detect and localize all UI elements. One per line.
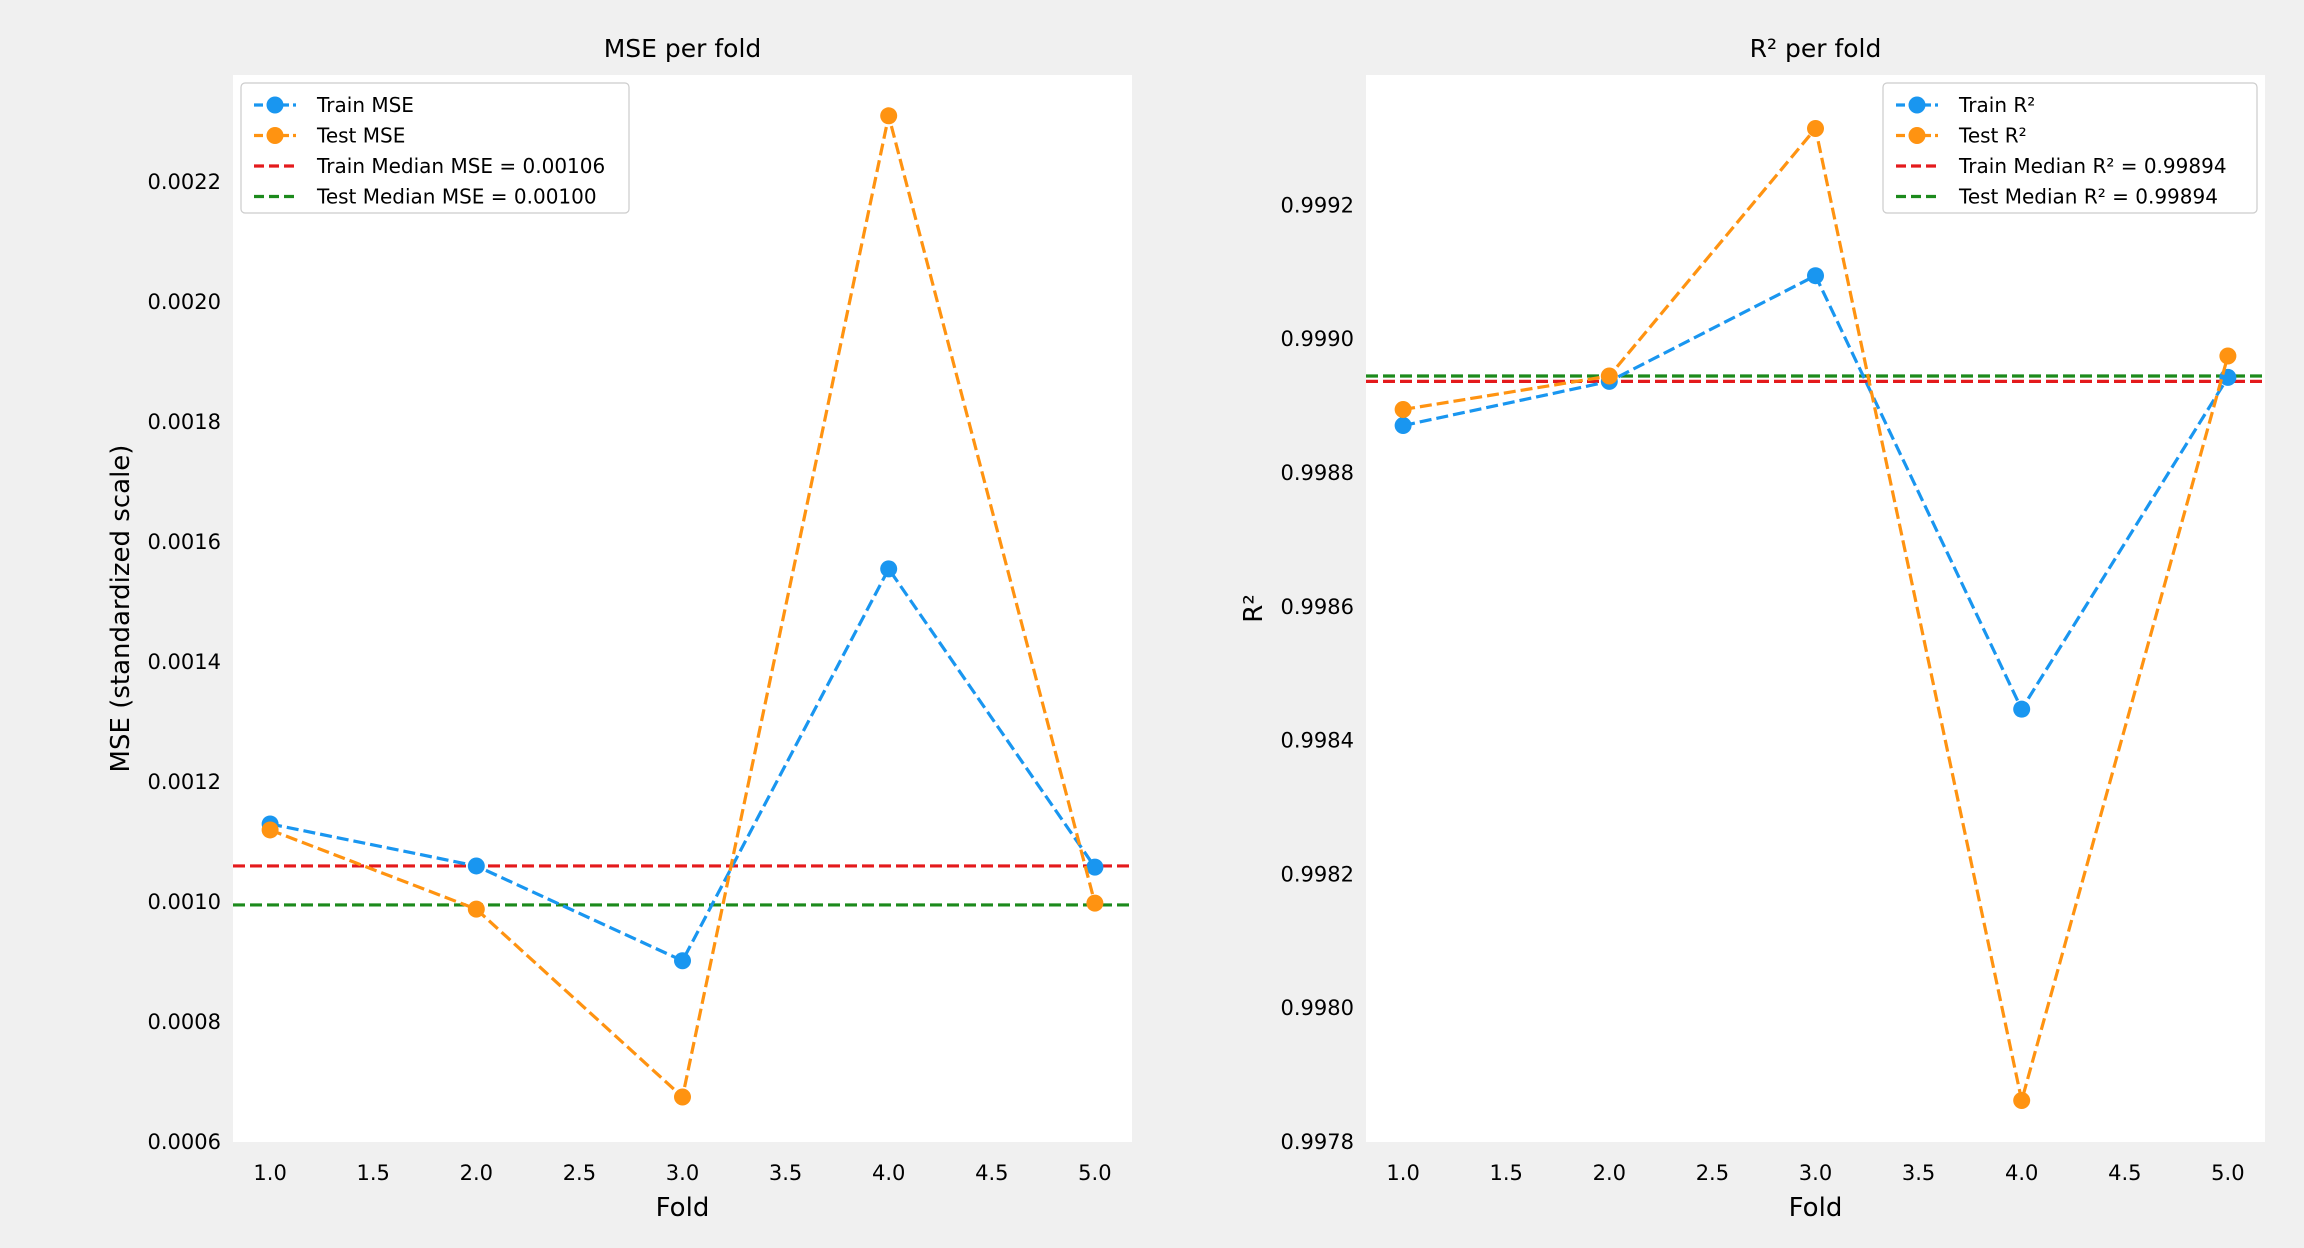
legend-train-marker [1908,96,1926,114]
y-tick-label: 0.0006 [148,1130,221,1154]
train-point [880,560,898,578]
legend-test-median-label: Test Median R² = 0.99894 [1958,185,2218,209]
test-point [1600,367,1618,385]
plot-area [1366,75,2265,1142]
legend-box [240,82,630,214]
chart-title: R² per fold [1750,34,1882,63]
x-tick-label: 1.0 [1386,1161,1419,1185]
legend-test-marker [1908,127,1926,144]
test-point [261,821,279,839]
test-point [674,1088,691,1106]
y-tick-label: 0.9988 [1281,461,1354,485]
train-point [1086,858,1104,876]
test-point [880,107,898,125]
y-tick-label: 0.9984 [1281,729,1354,753]
y-tick-label: 0.0008 [148,1010,221,1034]
legend-box [1882,82,2258,214]
mse-chart: MSE per fold 1.0 1.5 2.0 2.5 3.0 3.5 4.0 4.5 5.0 0… [106,34,1132,1223]
y-tick-label: 0.0022 [148,170,221,194]
x-tick-label: 3.0 [666,1161,699,1185]
legend-test-label: Test MSE [316,124,405,148]
test-point [1394,400,1412,418]
x-tick-label: 4.0 [872,1161,905,1185]
data-layer [1366,120,2265,1110]
y-tick-label: 0.9986 [1281,595,1354,619]
x-tick-label: 4.5 [2108,1161,2141,1185]
legend-train-median-label: Train Median R² = 0.99894 [1958,154,2227,178]
x-axis-label: Fold [1789,1193,1843,1223]
legend-train-median-label: Train Median MSE = 0.00106 [316,154,605,178]
x-tick-label: 2.5 [563,1161,596,1185]
y-tick-label: 0.9980 [1281,996,1354,1020]
plot-area [233,75,1132,1142]
y-tick-label: 0.0010 [148,890,221,914]
x-tick-label: 3.5 [1902,1161,1935,1185]
x-tick-label: 1.5 [1490,1161,1523,1185]
x-tick-label: 3.5 [769,1161,802,1185]
x-tick-label: 4.0 [2005,1161,2038,1185]
y-tick-label: 0.0018 [148,410,221,434]
y-tick-label: 0.0016 [148,530,221,554]
x-tick-label: 5.0 [2211,1161,2244,1185]
r2-chart: R² per fold 1.0 1.5 2.0 2.5 3.0 3.5 4.0 4.5 5.0 0.… [1239,34,2265,1223]
legend: Train MSE Test MSE Train Median MSE = 0.00… [240,82,630,214]
y-tick-label: 0.0020 [148,290,221,314]
y-axis-label: R² [1239,594,1269,623]
legend-test-marker [266,127,284,144]
legend-train-marker [266,96,284,114]
y-tick-label: 0.9992 [1281,193,1354,217]
x-axis-label: Fold [656,1193,710,1223]
legend-train-label: Train MSE [316,93,414,117]
y-tick-label: 0.0014 [148,650,221,674]
x-tick-label: 2.5 [1696,1161,1729,1185]
test-point [1086,894,1104,912]
x-tick-label: 1.0 [253,1161,286,1185]
x-tick-label: 2.0 [460,1161,493,1185]
legend-test-label: Test R² [1958,124,2027,148]
y-axis-label: MSE (standardized scale) [106,445,136,773]
train-point [2013,700,2031,718]
train-point [1394,417,1412,435]
train-point [674,952,691,970]
test-point [2013,1092,2031,1110]
legend-test-median-label: Test Median MSE = 0.00100 [316,185,597,209]
x-tick-label: 1.5 [357,1161,390,1185]
x-tick-label: 4.5 [975,1161,1008,1185]
y-tick-label: 0.9990 [1281,327,1354,351]
train-series-line [269,565,1097,963]
x-tick-label: 3.0 [1799,1161,1832,1185]
test-point [467,900,485,918]
x-tick-label: 2.0 [1593,1161,1626,1185]
train-point [1807,267,1824,285]
legend: Train R² Test R² Train Median R² = 0.99894… [1882,82,2258,214]
chart-title: MSE per fold [604,34,762,63]
legend-train-label: Train R² [1958,93,2035,117]
x-tick-label: 5.0 [1078,1161,1111,1185]
data-layer [233,107,1132,1106]
y-tick-label: 0.9978 [1281,1130,1354,1154]
test-point [1807,120,1824,138]
y-tick-label: 0.9982 [1281,862,1354,886]
test-point [2219,347,2237,365]
y-tick-label: 0.0012 [148,770,221,794]
train-point [467,857,485,875]
